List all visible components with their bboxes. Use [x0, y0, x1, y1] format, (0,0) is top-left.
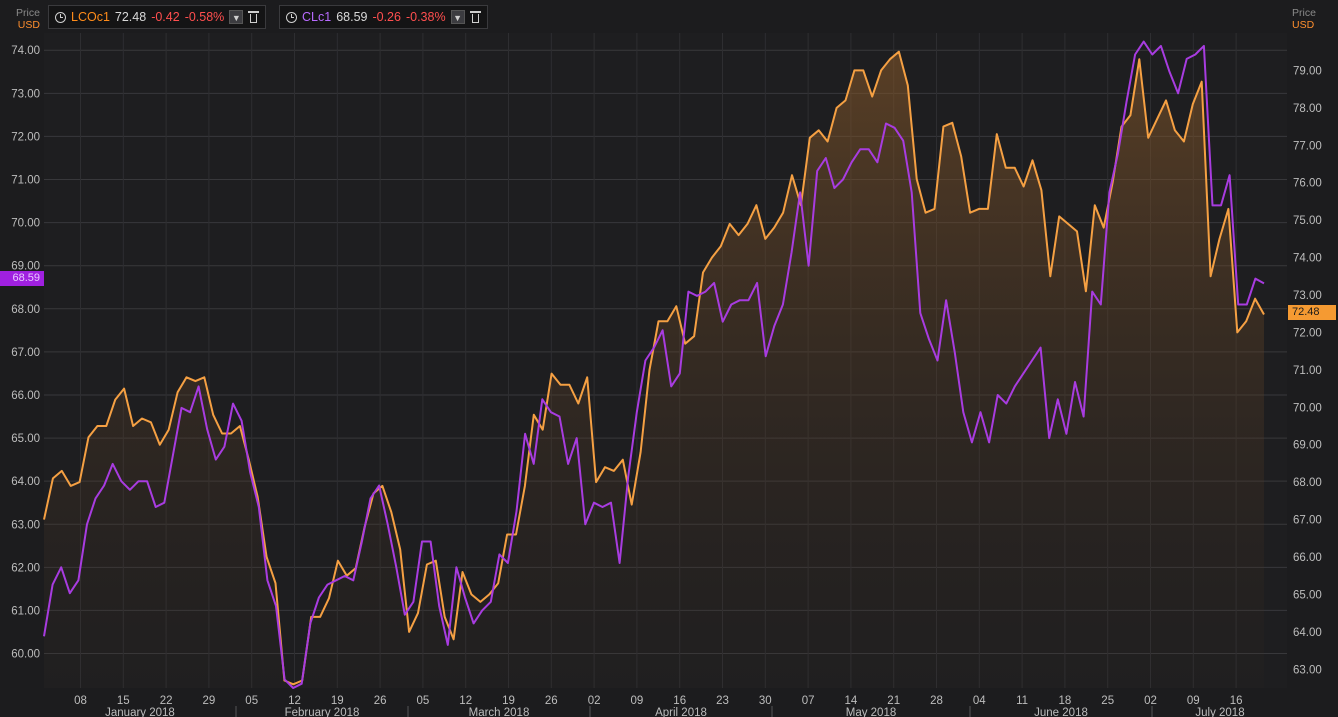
legend-change-clc1: -0.26: [372, 10, 401, 24]
x-month-label: March 2018: [469, 707, 530, 717]
clock-icon[interactable]: [55, 11, 66, 23]
right-tick-label: 69.00: [1293, 440, 1322, 452]
x-tick-label: 26: [374, 695, 387, 707]
left-tick-label: 73.00: [11, 88, 40, 100]
left-axis-title: Price: [16, 7, 40, 19]
legend-change-lcoc1: -0.42: [151, 10, 180, 24]
x-tick-label: 28: [930, 695, 943, 707]
left-tick-label: 69.00: [11, 261, 40, 273]
x-tick-label: 05: [417, 695, 430, 707]
left-tick-label: 66.00: [11, 390, 40, 402]
left-tick-label: 64.00: [11, 476, 40, 488]
x-tick-label: 18: [1059, 695, 1072, 707]
x-tick-label: 04: [973, 695, 986, 707]
right-tick-label: 68.00: [1293, 477, 1322, 489]
x-tick-label: 09: [631, 695, 644, 707]
x-tick-label: 16: [1230, 695, 1243, 707]
x-tick-label: 09: [1187, 695, 1200, 707]
left-tick-label: 63.00: [11, 519, 40, 531]
left-tick-label: 72.00: [11, 131, 40, 143]
left-tick-label: 62.00: [11, 562, 40, 574]
right-tick-label: 73.00: [1293, 290, 1322, 302]
legend-price-lcoc1: 72.48: [114, 10, 147, 24]
x-month-label: February 2018: [285, 707, 360, 717]
clock-icon[interactable]: [286, 11, 297, 23]
x-tick-label: 16: [673, 695, 686, 707]
right-tick-label: 74.00: [1293, 253, 1322, 265]
right-tick-label: 70.00: [1293, 402, 1322, 414]
x-tick-label: 30: [759, 695, 772, 707]
right-tick-label: 64.00: [1293, 627, 1322, 639]
x-tick-label: 15: [117, 695, 130, 707]
right-axis: 63.00 64.00 65.00 66.00 67.00 68.00 69.00 70.00…: [1293, 65, 1322, 676]
left-tick-label: 60.00: [11, 649, 40, 661]
series-lines: [43, 40, 1265, 689]
left-tick-label: 68.00: [11, 304, 40, 316]
right-tick-label: 79.00: [1293, 65, 1322, 77]
x-tick-label: 23: [716, 695, 729, 707]
left-tick-label: 65.00: [11, 433, 40, 445]
series-line-clc1[interactable]: [43, 40, 1265, 689]
x-tick-label: 07: [802, 695, 815, 707]
right-tick-label: 63.00: [1293, 664, 1322, 676]
right-tick-label: 76.00: [1293, 178, 1322, 190]
x-tick-label: 12: [459, 695, 472, 707]
left-tick-label: 71.00: [11, 175, 40, 187]
chevron-down-icon[interactable]: ▼: [229, 10, 244, 24]
x-tick-label: 25: [1101, 695, 1114, 707]
x-axis: 08 15 22 29 05 12 19 26 05 12 19 26 02 09 16 23 30 07 14 21…: [74, 695, 1245, 717]
area-fill: [44, 51, 1264, 688]
trash-icon[interactable]: [248, 11, 260, 23]
x-tick-label: 26: [545, 695, 558, 707]
x-tick-label: 08: [74, 695, 87, 707]
right-axis-title: Price: [1292, 7, 1316, 19]
left-tick-label: 70.00: [11, 218, 40, 230]
left-axis: 60.00 61.00 62.00 63.00 64.00 65.00 66.00 67.00…: [11, 45, 40, 660]
right-last-price-tag: 72.48: [1288, 305, 1336, 320]
right-tick-label: 78.00: [1293, 103, 1322, 115]
right-tick-label: 65.00: [1293, 589, 1322, 601]
x-month-label: April 2018: [655, 707, 707, 717]
right-tick-label: 77.00: [1293, 140, 1322, 152]
right-tick-label: 71.00: [1293, 365, 1322, 377]
x-tick-label: 05: [245, 695, 258, 707]
legend-pct-clc1: -0.38%: [405, 10, 446, 24]
right-axis-unit: USD: [1292, 19, 1315, 31]
x-tick-label: 12: [288, 695, 301, 707]
chevron-down-icon[interactable]: ▼: [450, 10, 465, 24]
trash-icon[interactable]: [469, 11, 481, 23]
x-tick-label: 14: [845, 695, 858, 707]
left-last-price-tag: 68.59: [0, 271, 44, 286]
left-axis-unit: USD: [17, 19, 40, 31]
x-tick-label: 02: [588, 695, 601, 707]
x-month-label: May 2018: [846, 707, 897, 717]
left-tick-label: 67.00: [11, 347, 40, 359]
right-tick-label: 75.00: [1293, 215, 1322, 227]
x-tick-label: 19: [502, 695, 515, 707]
x-tick-label: 19: [331, 695, 344, 707]
right-tick-label: 72.00: [1293, 327, 1322, 339]
x-tick-label: 21: [887, 695, 900, 707]
x-month-label: January 2018: [105, 707, 175, 717]
left-tick-label: 61.00: [11, 605, 40, 617]
left-axis-header: Price USD: [16, 7, 40, 31]
x-month-label: July 2018: [1195, 707, 1244, 717]
right-tick-label: 66.00: [1293, 552, 1322, 564]
legend-name-lcoc1: LCOc1: [71, 10, 110, 24]
right-tick-label: 67.00: [1293, 515, 1322, 527]
legend-lcoc1[interactable]: LCOc1 72.48 -0.42 -0.58% ▼: [48, 5, 267, 29]
x-tick-label: 11: [1016, 695, 1028, 707]
x-tick-label: 02: [1144, 695, 1157, 707]
legend-price-clc1: 68.59: [336, 10, 368, 24]
x-tick-label: 29: [203, 695, 216, 707]
legend-pct-lcoc1: -0.58%: [184, 10, 225, 24]
right-axis-header: Price USD: [1292, 7, 1316, 31]
left-tick-label: 74.00: [11, 45, 40, 57]
legend-name-clc1: CLc1: [302, 10, 332, 24]
x-month-label: June 2018: [1034, 707, 1088, 717]
legend-clc1[interactable]: CLc1 68.59 -0.26 -0.38% ▼: [279, 5, 488, 29]
x-tick-label: 22: [160, 695, 173, 707]
area-lcoc1: [44, 51, 1264, 688]
